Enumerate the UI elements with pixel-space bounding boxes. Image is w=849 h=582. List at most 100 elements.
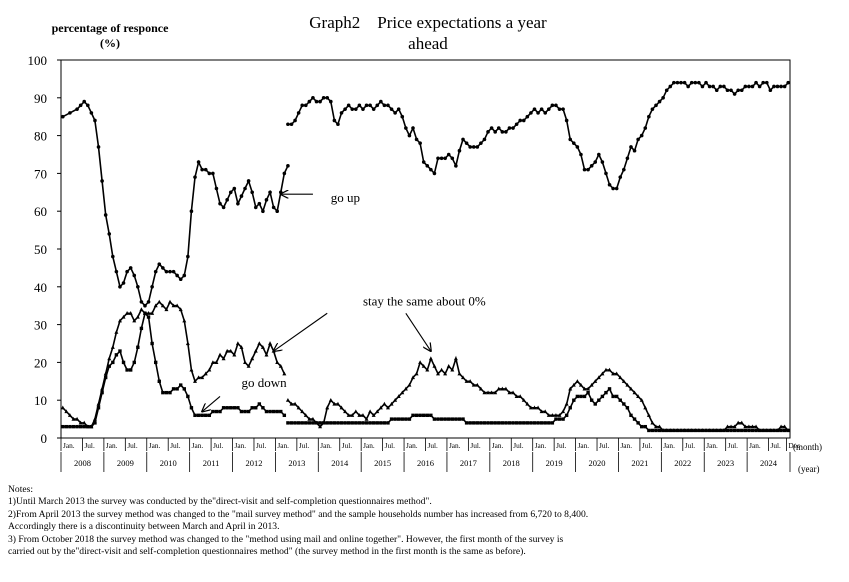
point-go-down bbox=[357, 421, 362, 425]
point-go-up bbox=[396, 107, 401, 111]
point-go-up bbox=[600, 160, 605, 164]
point-stay-the-same-about-0 bbox=[486, 390, 491, 395]
point-stay-the-same-about-0 bbox=[353, 409, 358, 414]
point-go-up bbox=[489, 126, 494, 130]
point-go-up bbox=[786, 80, 791, 85]
y-tick-label: 80 bbox=[34, 129, 47, 144]
point-go-down bbox=[239, 409, 244, 414]
point-stay-the-same-about-0 bbox=[178, 307, 183, 312]
point-go-down bbox=[393, 417, 397, 421]
x-month-label: Jul. bbox=[256, 441, 267, 450]
point-go-up bbox=[454, 164, 458, 168]
point-go-down bbox=[153, 360, 158, 365]
point-go-down bbox=[575, 394, 580, 399]
point-stay-the-same-about-0 bbox=[117, 318, 122, 323]
point-go-up bbox=[364, 103, 369, 108]
point-go-down bbox=[711, 428, 715, 433]
point-go-down bbox=[214, 409, 219, 414]
point-stay-the-same-about-0 bbox=[614, 371, 619, 376]
point-go-down bbox=[736, 428, 740, 433]
point-go-up bbox=[679, 80, 683, 85]
point-go-down bbox=[286, 421, 290, 425]
point-stay-the-same-about-0 bbox=[335, 401, 340, 406]
point-go-up bbox=[707, 84, 712, 89]
series-line-go-up bbox=[287, 81, 789, 190]
y-tick-label: 50 bbox=[34, 242, 47, 257]
point-go-down bbox=[550, 421, 555, 425]
point-stay-the-same-about-0 bbox=[457, 371, 462, 376]
point-stay-the-same-about-0 bbox=[125, 311, 130, 315]
point-stay-the-same-about-0 bbox=[550, 413, 555, 417]
point-go-down bbox=[400, 417, 404, 421]
point-go-down bbox=[293, 421, 297, 425]
point-go-down bbox=[457, 417, 462, 421]
x-month-label: Jan. bbox=[63, 441, 75, 450]
point-go-down bbox=[257, 402, 262, 406]
point-go-up bbox=[321, 96, 326, 100]
point-go-down bbox=[136, 345, 140, 349]
point-stay-the-same-about-0 bbox=[482, 390, 487, 395]
point-go-down bbox=[447, 417, 451, 421]
point-go-down bbox=[522, 421, 526, 425]
point-stay-the-same-about-0 bbox=[779, 424, 784, 429]
point-stay-the-same-about-0 bbox=[235, 341, 240, 346]
point-go-up bbox=[514, 122, 519, 127]
x-month-label: Jul. bbox=[470, 441, 481, 450]
point-go-down bbox=[275, 409, 279, 414]
y-axis-label-line2: (%) bbox=[100, 36, 120, 50]
point-go-down bbox=[464, 421, 469, 425]
point-go-up bbox=[136, 285, 140, 289]
point-stay-the-same-about-0 bbox=[478, 386, 483, 391]
point-go-down bbox=[271, 409, 276, 414]
point-stay-the-same-about-0 bbox=[428, 356, 433, 361]
point-go-down bbox=[643, 424, 647, 429]
x-month-label: Jan. bbox=[235, 441, 247, 450]
y-tick-label: 10 bbox=[34, 393, 47, 408]
series-line-go-up bbox=[62, 100, 289, 307]
point-go-down bbox=[161, 390, 165, 395]
point-stay-the-same-about-0 bbox=[732, 424, 737, 429]
point-go-down bbox=[339, 421, 344, 425]
point-go-down bbox=[125, 368, 129, 372]
point-go-up bbox=[504, 130, 508, 134]
point-go-up bbox=[275, 209, 279, 213]
point-stay-the-same-about-0 bbox=[646, 413, 651, 417]
point-go-down bbox=[697, 428, 701, 433]
point-stay-the-same-about-0 bbox=[436, 371, 441, 376]
point-go-down bbox=[282, 413, 287, 418]
point-go-up bbox=[193, 175, 197, 179]
point-go-up bbox=[604, 171, 608, 176]
point-go-up bbox=[568, 137, 573, 142]
point-go-up bbox=[493, 130, 497, 134]
point-go-up bbox=[700, 84, 705, 89]
note-line-3: Accordingly there is a discontinuity bet… bbox=[8, 521, 280, 533]
point-go-down bbox=[786, 428, 790, 433]
point-go-up bbox=[704, 80, 708, 85]
annotation-arrow-stay-the-same-about-0 bbox=[274, 312, 328, 351]
point-go-down bbox=[207, 413, 212, 418]
x-year-label: 2012 bbox=[245, 458, 262, 468]
point-go-up bbox=[303, 103, 308, 108]
point-stay-the-same-about-0 bbox=[153, 303, 158, 308]
point-go-up bbox=[393, 111, 397, 115]
point-stay-the-same-about-0 bbox=[207, 367, 212, 372]
point-stay-the-same-about-0 bbox=[243, 360, 248, 364]
point-go-down bbox=[514, 421, 519, 425]
point-go-down bbox=[229, 406, 233, 410]
point-go-up bbox=[750, 84, 755, 89]
point-go-up bbox=[211, 171, 215, 176]
point-stay-the-same-about-0 bbox=[346, 413, 351, 417]
point-go-down bbox=[296, 421, 301, 425]
x-month-label: Jan. bbox=[277, 441, 289, 450]
point-stay-the-same-about-0 bbox=[536, 405, 541, 410]
point-go-down bbox=[225, 406, 229, 410]
point-go-up bbox=[764, 80, 769, 85]
point-stay-the-same-about-0 bbox=[543, 409, 548, 414]
point-go-down bbox=[346, 421, 351, 425]
point-go-up bbox=[418, 141, 422, 145]
point-go-down bbox=[432, 417, 437, 421]
point-stay-the-same-about-0 bbox=[332, 401, 337, 406]
point-stay-the-same-about-0 bbox=[250, 356, 255, 361]
point-go-down bbox=[311, 421, 315, 425]
point-go-up bbox=[689, 80, 694, 85]
